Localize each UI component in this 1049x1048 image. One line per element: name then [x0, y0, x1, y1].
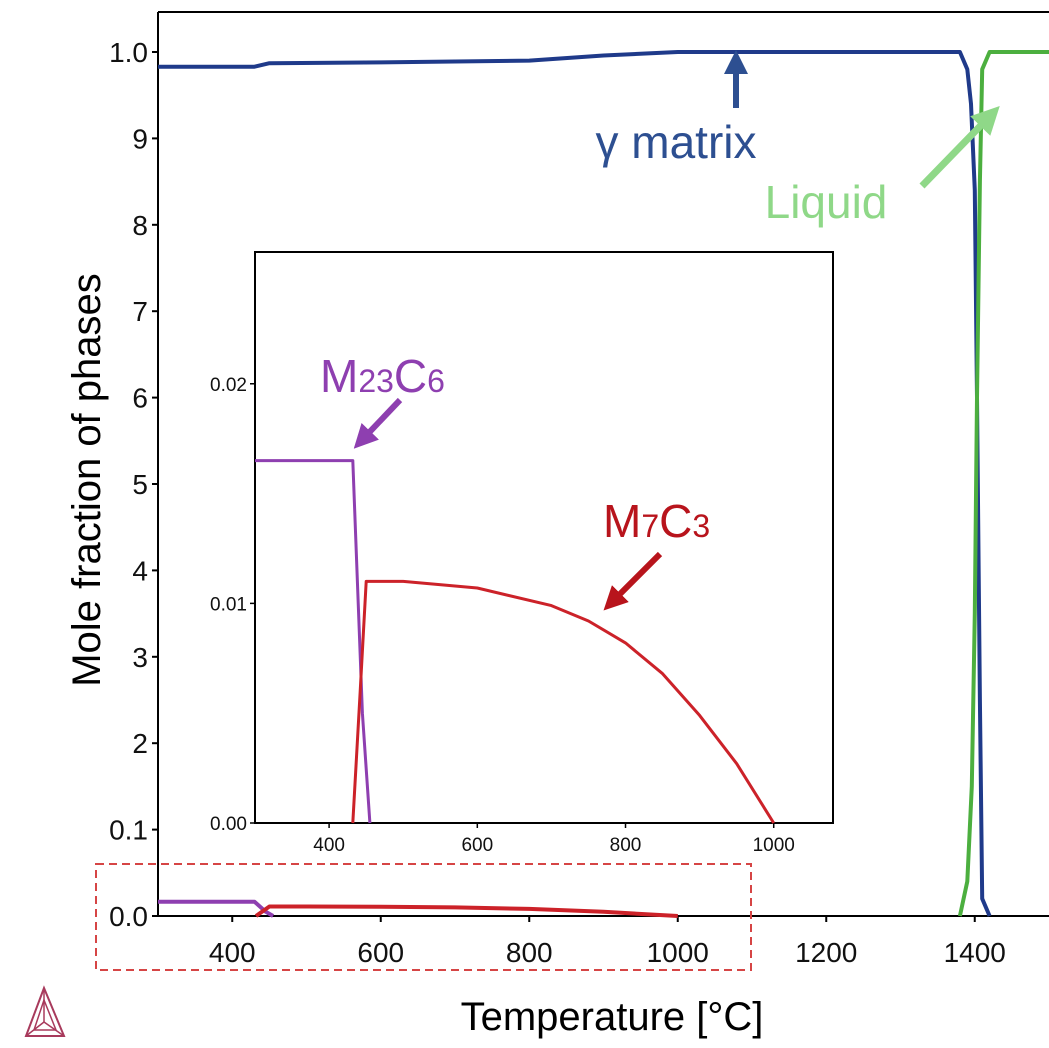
m23c6-label-text: M	[320, 350, 358, 402]
inset-series-line-m23c6	[255, 459, 372, 824]
y-tick-label: 2	[132, 728, 148, 759]
series-line-liquid	[957, 50, 1049, 917]
m23c6-arrow	[353, 397, 403, 449]
liquid-arrow	[919, 105, 1000, 189]
inset-x-tick-label: 1000	[753, 835, 795, 856]
highlight-region-box	[95, 863, 752, 971]
inset-y-tick-label: 0.01	[210, 594, 247, 615]
inset-y-tick-label: 0.02	[210, 375, 247, 396]
x-tick-label: 600	[357, 937, 404, 968]
x-axis-title: Temperature [°C]	[461, 995, 764, 1039]
x-tick-label: 1000	[647, 937, 709, 968]
series-line-m7c3	[254, 904, 678, 918]
y-tick-label: 0.0	[109, 901, 148, 932]
inset-series-line-m7c3	[351, 579, 775, 824]
m7c3-label-subscript: 3	[692, 508, 710, 544]
m7c3-label: M7C3	[603, 495, 710, 547]
inset-x-tick-label: 800	[610, 835, 642, 856]
series-line-matrix	[158, 50, 992, 917]
m7c3-arrow	[603, 551, 663, 611]
m7c3-label-text: C	[659, 495, 692, 547]
m23c6-label-subscript: 23	[358, 363, 394, 399]
liquid-label: Liquid	[765, 176, 888, 228]
y-tick-label: 1.0	[109, 37, 148, 68]
thermo-calc-triangle-logo-icon	[24, 985, 66, 1037]
y-tick-label: 7	[132, 296, 148, 327]
m7c3-label-subscript: 7	[641, 508, 659, 544]
m23c6-label-text: C	[394, 350, 427, 402]
gamma-matrix-label: γ matrix	[596, 116, 757, 168]
x-tick-label: 1200	[795, 937, 857, 968]
y-tick-label: 3	[132, 642, 148, 673]
y-tick-label: 9	[132, 123, 148, 154]
m23c6-label-subscript: 6	[427, 363, 445, 399]
inset-frame	[254, 251, 834, 824]
y-tick-label: 5	[132, 469, 148, 500]
m7c3-label-text: M	[603, 495, 641, 547]
series-line-m23c6	[158, 899, 275, 918]
y-tick-label: 6	[132, 383, 148, 414]
y-tick-label: 4	[132, 555, 148, 586]
x-tick-label: 400	[209, 937, 256, 968]
y-axis-title: Mole fraction of phases	[65, 273, 109, 687]
m23c6-label: M23C6	[320, 350, 445, 402]
inset-y-tick-label: 0.00	[210, 814, 247, 835]
inset-x-tick-label: 600	[461, 835, 493, 856]
main-plot: 400 600 800 1000 1200 14000.00.1234567891.0γ …	[95, 11, 1049, 971]
y-tick-label: 8	[132, 210, 148, 241]
x-tick-label: 1400	[944, 937, 1006, 968]
inset-x-tick-label: 400	[313, 835, 345, 856]
y-tick-label: 0.1	[109, 815, 148, 846]
x-tick-label: 800	[506, 937, 553, 968]
